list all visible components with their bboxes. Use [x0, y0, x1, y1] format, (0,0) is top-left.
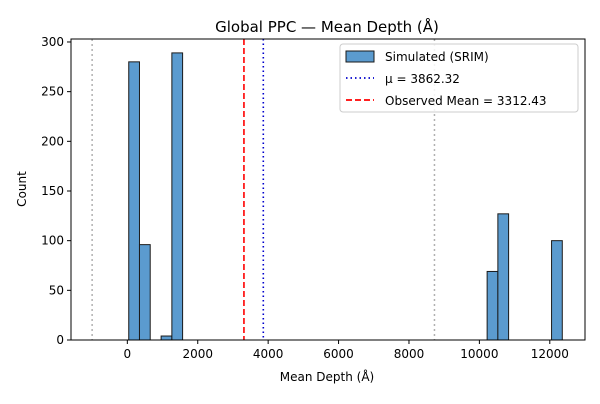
histogram-bar [160, 335, 173, 341]
legend-label-mean: μ = 3862.32 [385, 72, 460, 86]
y-tick-label: 250 [41, 85, 64, 99]
x-tick-label: 2000 [182, 347, 213, 361]
x-axis-label: Mean Depth (Å) [280, 369, 374, 384]
x-tick-label: 8000 [394, 347, 425, 361]
y-tick-label: 50 [49, 283, 64, 297]
plot-frame [70, 38, 586, 341]
histogram-bar [486, 270, 499, 341]
histogram-bar [497, 213, 510, 341]
y-tick-label: 200 [41, 134, 64, 148]
x-tick-label: 10000 [460, 347, 498, 361]
chart-title: Global PPC — Mean Depth (Å) [215, 17, 439, 36]
y-axis-ticks: 0 50 100 150 200 250 300 [41, 35, 71, 347]
histogram-bar [128, 61, 140, 341]
legend-frame [339, 43, 579, 113]
legend: Simulated (SRIM) μ = 3862.32 Observed Me… [339, 43, 579, 113]
legend-label-simulated: Simulated (SRIM) [385, 50, 489, 64]
histogram-bar [171, 52, 184, 341]
y-axis-label: Count [15, 171, 29, 207]
histogram-bar [551, 240, 563, 341]
y-tick-label: 300 [41, 35, 64, 49]
x-axis-ticks: 0 2000 4000 6000 8000 10000 12000 [124, 340, 569, 361]
legend-swatch-simulated [345, 50, 375, 63]
y-tick-label: 100 [41, 234, 64, 248]
x-tick-label: 0 [124, 347, 132, 361]
y-tick-label: 150 [41, 184, 64, 198]
x-tick-label: 12000 [531, 347, 569, 361]
histogram-bar [138, 244, 151, 341]
y-tick-label: 0 [56, 333, 64, 347]
legend-label-observed: Observed Mean = 3312.43 [385, 94, 547, 108]
x-tick-label: 6000 [323, 347, 354, 361]
x-tick-label: 4000 [253, 347, 284, 361]
